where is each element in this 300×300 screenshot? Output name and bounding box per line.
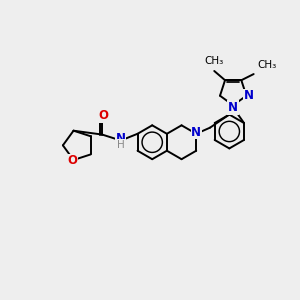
Text: O: O xyxy=(98,109,108,122)
Text: N: N xyxy=(244,89,254,102)
Text: H: H xyxy=(117,140,124,150)
Text: CH₃: CH₃ xyxy=(205,56,224,66)
Text: N: N xyxy=(228,101,238,114)
Text: O: O xyxy=(68,154,78,167)
Text: N: N xyxy=(191,126,201,139)
Text: CH₃: CH₃ xyxy=(257,60,277,70)
Text: N: N xyxy=(116,132,126,145)
